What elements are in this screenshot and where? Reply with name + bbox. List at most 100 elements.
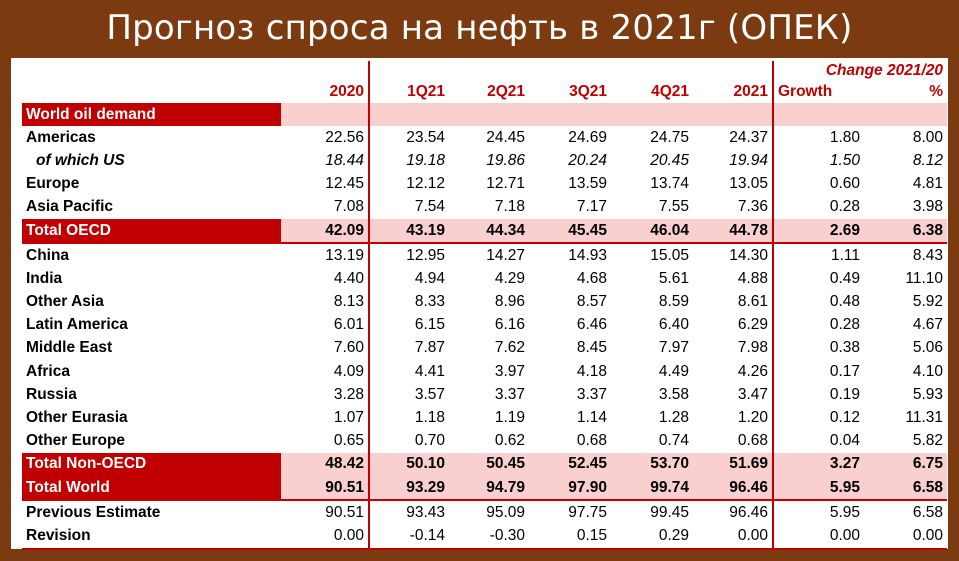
change-header: Change 2021/20 bbox=[772, 61, 947, 81]
cell-value: 4.18 bbox=[576, 362, 607, 380]
cell-value: 1.07 bbox=[333, 409, 364, 427]
header-spacer bbox=[611, 61, 693, 81]
cell-value: 0.48 bbox=[772, 290, 864, 314]
cell-value: 0.60 bbox=[772, 172, 864, 196]
cell-value: 6.15 bbox=[368, 313, 449, 337]
cell-value: 0.74 bbox=[658, 432, 689, 450]
cell-value: 4.68 bbox=[576, 269, 607, 287]
cell-value: 93.43 bbox=[368, 499, 449, 525]
cell-value: 96.46 bbox=[693, 476, 773, 501]
table-row: Russia 3.28 3.57 3.37 3.37 3.58 3.47 0.19 5.93 bbox=[22, 383, 947, 407]
cell-value: 0.00 bbox=[864, 524, 947, 550]
cell-value: 53.70 bbox=[611, 452, 693, 476]
cell-value: 4.40 bbox=[333, 269, 364, 287]
cell-value: 13.74 bbox=[650, 175, 689, 193]
cell-value: 0.65 bbox=[333, 432, 364, 450]
cell-value: 1.28 bbox=[658, 409, 689, 427]
cell-value: 0.04 bbox=[772, 429, 864, 453]
cell-value: 8.33 bbox=[368, 290, 449, 314]
cell-value: 0.19 bbox=[772, 383, 864, 407]
cell-value: 8.13 bbox=[333, 293, 364, 311]
cell-value: 46.04 bbox=[611, 218, 693, 244]
cell-value: 3.47 bbox=[737, 385, 768, 403]
table-row: India 4.40 4.94 4.29 4.68 5.61 4.88 0.49 11.10 bbox=[22, 267, 947, 291]
section-fill bbox=[449, 103, 529, 127]
table-row: Previous Estimate 90.51 93.43 95.09 97.75 99.… bbox=[22, 499, 947, 525]
cell-value: 4.29 bbox=[494, 269, 525, 287]
cell-value: 90.51 bbox=[281, 476, 369, 501]
cell-value: 15.05 bbox=[611, 242, 693, 268]
cell-value: 4.49 bbox=[658, 362, 689, 380]
cell-value: 8.96 bbox=[494, 293, 525, 311]
section-label: World oil demand bbox=[22, 103, 281, 127]
cell-value: 4.41 bbox=[368, 360, 449, 384]
cell-value: -0.30 bbox=[449, 524, 529, 550]
cell-value: 6.58 bbox=[864, 499, 947, 525]
cell-value: 7.97 bbox=[658, 339, 689, 357]
section-row: World oil demand bbox=[22, 103, 947, 127]
cell-value: 24.37 bbox=[729, 128, 768, 146]
cell-value: 4.10 bbox=[912, 362, 943, 380]
cell-value: 1.14 bbox=[576, 409, 607, 427]
table-row: Middle East 7.60 7.87 7.62 8.45 7.97 7.98 0.38 5… bbox=[22, 336, 947, 361]
cell-value: 0.28 bbox=[772, 195, 864, 219]
cell-value: 3.97 bbox=[494, 362, 525, 380]
cell-value: 7.60 bbox=[333, 339, 364, 357]
row-label: Latin America bbox=[26, 316, 128, 334]
cell-value: 6.01 bbox=[333, 316, 364, 334]
cell-value: 0.29 bbox=[611, 524, 693, 550]
cell-value: 1.18 bbox=[368, 406, 449, 430]
cell-value: 5.95 bbox=[772, 476, 864, 501]
cell-value: 19.18 bbox=[368, 149, 449, 173]
table-header-change: Change 2021/20 bbox=[22, 61, 947, 81]
demand-table-panel: Change 2021/20 2020 1Q21 2Q21 3Q21 4Q21 2021 Gr… bbox=[11, 58, 948, 550]
cell-value: 95.09 bbox=[449, 499, 529, 525]
cell-value: 99.45 bbox=[611, 499, 693, 525]
cell-value: 0.68 bbox=[576, 432, 607, 450]
row-label: Total Non-OECD bbox=[22, 452, 281, 476]
row-label: Africa bbox=[26, 362, 70, 380]
cell-value: 3.98 bbox=[912, 198, 943, 216]
table-row: Asia Pacific 7.08 7.54 7.18 7.17 7.55 7.36 0.28… bbox=[22, 195, 947, 219]
table-row: of which US 18.44 19.18 19.86 20.24 20.45 19.9… bbox=[22, 149, 947, 173]
cell-value: 5.95 bbox=[772, 499, 864, 525]
row-label: Revision bbox=[22, 524, 281, 550]
header-spacer bbox=[281, 61, 369, 81]
cell-value: 0.49 bbox=[772, 267, 864, 291]
cell-value: 4.09 bbox=[333, 362, 364, 380]
cell-value: 20.45 bbox=[650, 151, 689, 169]
cell-value: 6.40 bbox=[658, 316, 689, 334]
cell-value: 97.90 bbox=[529, 476, 611, 501]
row-label: of which US bbox=[36, 151, 125, 169]
cell-value: 4.81 bbox=[912, 175, 943, 193]
cell-value: 14.30 bbox=[693, 242, 773, 268]
column-header: 1Q21 bbox=[368, 81, 449, 103]
table-row: Americas 22.56 23.54 24.45 24.69 24.75 24.37 1.… bbox=[22, 126, 947, 150]
cell-value: 96.46 bbox=[693, 499, 773, 525]
cell-value: 50.45 bbox=[449, 452, 529, 476]
cell-value: 0.12 bbox=[772, 406, 864, 430]
cell-value: 44.78 bbox=[693, 218, 773, 244]
row-label: Total OECD bbox=[22, 218, 281, 244]
cell-value: 24.45 bbox=[486, 128, 525, 146]
cell-value: 0.00 bbox=[281, 524, 369, 550]
cell-value: 20.24 bbox=[568, 151, 607, 169]
table-row: Other Eurasia 1.07 1.18 1.19 1.14 1.28 1.20 0.1… bbox=[22, 406, 947, 430]
cell-value: 23.54 bbox=[368, 126, 449, 150]
cell-value: 6.46 bbox=[576, 316, 607, 334]
row-label: Other Asia bbox=[26, 293, 104, 311]
cell-value: 99.74 bbox=[611, 476, 693, 501]
row-label: Russia bbox=[26, 385, 77, 403]
column-header: 2021 bbox=[733, 83, 768, 100]
cell-value: 13.59 bbox=[568, 175, 607, 193]
cell-value: 44.34 bbox=[449, 218, 529, 244]
cell-value: 8.43 bbox=[864, 242, 947, 268]
cell-value: 43.19 bbox=[368, 218, 449, 244]
cell-value: 0.00 bbox=[693, 524, 773, 550]
cell-value: 19.86 bbox=[486, 151, 525, 169]
cell-value: 13.19 bbox=[281, 242, 369, 268]
cell-value: 8.12 bbox=[912, 151, 943, 169]
cell-value: 14.93 bbox=[529, 242, 611, 268]
cell-value: 1.80 bbox=[772, 126, 864, 150]
cell-value: 7.18 bbox=[494, 198, 525, 216]
